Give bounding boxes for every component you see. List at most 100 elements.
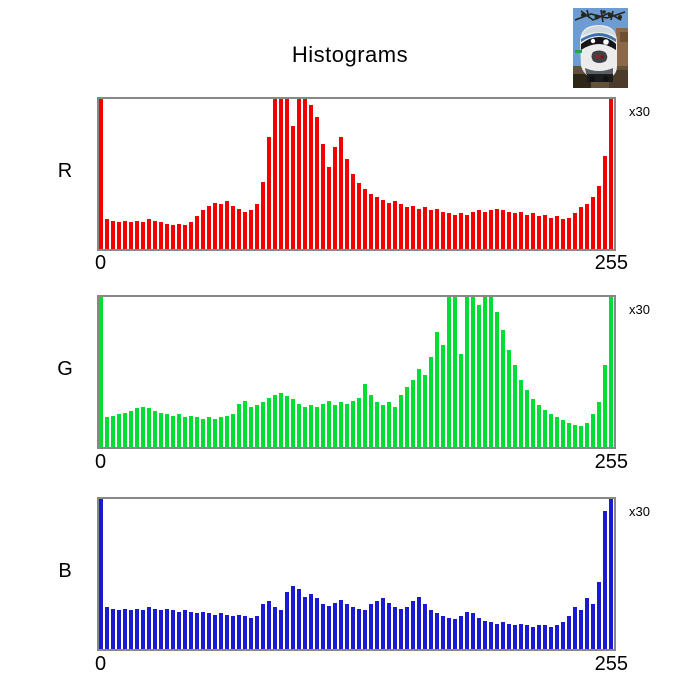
histogram-bar [411, 601, 415, 649]
histogram-bar [183, 610, 187, 649]
histogram-plot-green [97, 295, 616, 449]
histogram-bar [603, 511, 607, 649]
histogram-bar [591, 604, 595, 649]
histogram-bar [597, 402, 601, 447]
histogram-bar [489, 297, 493, 447]
histogram-bar [117, 222, 121, 249]
histogram-bar [591, 414, 595, 447]
histogram-bar [513, 364, 517, 447]
histogram-bar [135, 608, 139, 649]
histogram-bar [141, 406, 145, 447]
histogram-bar [363, 384, 367, 447]
histogram-bar [363, 189, 367, 249]
histogram-bar [579, 207, 583, 249]
histogram-bar [459, 213, 463, 249]
histogram-bar [609, 297, 613, 447]
histogram-bar [543, 409, 547, 447]
histogram-bar [171, 610, 175, 649]
histogram-bar [309, 405, 313, 447]
histogram-bar [315, 406, 319, 447]
histogram-bar [351, 607, 355, 649]
histogram-bar [117, 610, 121, 649]
histogram-bar [243, 616, 247, 649]
histogram-bar [267, 601, 271, 649]
histogram-bar [303, 99, 307, 249]
histogram-bar [237, 208, 241, 249]
histogram-bar [105, 219, 109, 249]
histogram-bar [141, 610, 145, 649]
histogram-bar [291, 126, 295, 249]
histogram-bar [105, 417, 109, 447]
histogram-bar [495, 623, 499, 649]
histogram-bar [447, 297, 451, 447]
histogram-bar [219, 417, 223, 447]
channel-label-green: G [57, 358, 73, 380]
histogram-bar [111, 415, 115, 447]
histogram-bar [585, 204, 589, 249]
histogram-bar [303, 596, 307, 649]
histogram-bar [531, 213, 535, 249]
histogram-bar [297, 403, 301, 447]
histogram-bar [261, 402, 265, 447]
histogram-bar [381, 199, 385, 249]
histogram-bar [501, 210, 505, 249]
histogram-bar [435, 613, 439, 649]
histogram-bar [525, 390, 529, 447]
histogram-bar [249, 210, 253, 249]
histogram-bar [483, 297, 487, 447]
histogram-bar [531, 626, 535, 649]
histogram-bar [591, 196, 595, 249]
histogram-bar [279, 99, 283, 249]
histogram-bar [453, 619, 457, 649]
histogram-bar [579, 426, 583, 447]
histogram-bar [561, 219, 565, 249]
histogram-plot-blue [97, 497, 616, 651]
histogram-bar [279, 610, 283, 649]
histogram-bar [405, 207, 409, 249]
histogram-bar [171, 415, 175, 447]
histogram-bar [243, 400, 247, 447]
histogram-bar [141, 222, 145, 249]
histogram-bar [357, 183, 361, 249]
histogram-bar [519, 623, 523, 649]
histogram-bar [207, 613, 211, 649]
histogram-bar [255, 204, 259, 249]
histogram-bar [549, 414, 553, 447]
histogram-bar [543, 625, 547, 649]
x-axis-min-label-blue: 0 [95, 653, 107, 675]
histogram-bar [213, 418, 217, 447]
histogram-bar [543, 214, 547, 249]
histogram-bar [549, 217, 553, 249]
histogram-bar [573, 213, 577, 249]
histogram-bar [129, 411, 133, 447]
histogram-bar [339, 402, 343, 447]
histogram-bar [519, 379, 523, 447]
histogram-bar [573, 607, 577, 649]
histogram-bar [195, 417, 199, 447]
histogram-bar [111, 220, 115, 249]
histogram-bar [381, 598, 385, 649]
histogram-bar [123, 220, 127, 249]
scale-label-red: x30 [629, 104, 650, 119]
histogram-bar [147, 219, 151, 249]
histogram-bar [183, 225, 187, 249]
histogram-bar [339, 599, 343, 649]
histogram-bar [447, 617, 451, 649]
histogram-bar [273, 99, 277, 249]
histogram-bar [177, 611, 181, 649]
histogram-bar [165, 608, 169, 649]
histogram-bar [177, 414, 181, 447]
histogram-bar [429, 610, 433, 649]
histogram-bar [357, 608, 361, 649]
histogram-bars-red [99, 99, 614, 249]
histogram-bar [501, 330, 505, 447]
histogram-bar [117, 414, 121, 447]
histogram-bar [537, 625, 541, 649]
histogram-bar [315, 598, 319, 649]
histogram-bar [513, 625, 517, 649]
histogram-bar [423, 604, 427, 649]
histogram-bar [189, 611, 193, 649]
histogram-bar [525, 214, 529, 249]
histogram-bar [429, 210, 433, 249]
histogram-bar [393, 406, 397, 447]
